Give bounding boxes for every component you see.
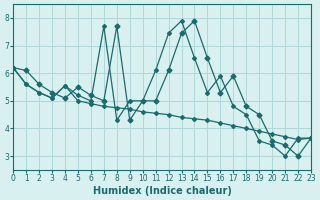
X-axis label: Humidex (Indice chaleur): Humidex (Indice chaleur): [93, 186, 232, 196]
